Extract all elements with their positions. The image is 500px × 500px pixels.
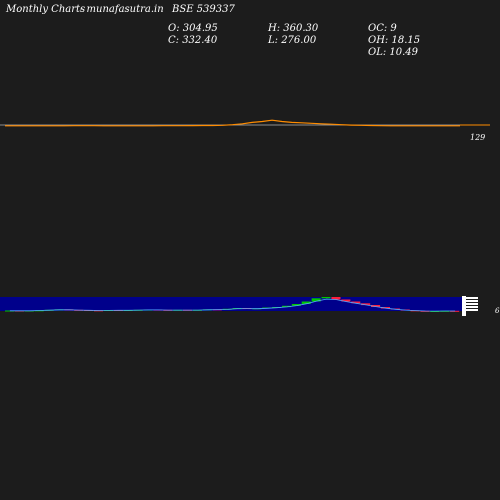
close-value: C: 332.40 — [168, 35, 218, 46]
candle — [430, 311, 440, 312]
volume-axis-tick — [466, 303, 478, 305]
candle — [291, 304, 301, 306]
volume-pane — [0, 296, 478, 316]
price-axis-label: 129 — [470, 133, 485, 142]
open-value: O: 304.95 — [168, 23, 218, 34]
volume-axis-tick — [466, 306, 478, 308]
volume-axis-tick — [466, 309, 478, 311]
candle — [371, 305, 381, 307]
volume-axis-tick — [466, 300, 478, 302]
volume-axis-tick — [466, 297, 478, 299]
oh-value: OH: 18.15 — [368, 35, 421, 46]
low-value: L: 276.00 — [268, 35, 317, 46]
candle — [351, 301, 361, 304]
site-name: - munafasutra.in — [80, 4, 164, 15]
symbol-label: BSE 539337 — [172, 4, 235, 15]
candle — [301, 301, 311, 304]
price-line — [5, 119, 460, 127]
candle — [341, 299, 351, 302]
site-label: Monthly Charts — [6, 4, 86, 15]
oc-value: OC: 9 — [368, 23, 397, 34]
candle — [282, 305, 292, 308]
candle — [5, 310, 15, 312]
candle — [331, 297, 341, 300]
candle — [321, 297, 331, 299]
ol-value: OL: 10.49 — [368, 47, 419, 58]
volume-axis-bar — [462, 296, 466, 316]
candle — [311, 298, 321, 302]
candle — [361, 303, 371, 306]
high-value: H: 360.30 — [268, 23, 319, 34]
moving-average-line — [9, 298, 456, 312]
volume-axis-label: 6 — [495, 307, 500, 315]
price-pane — [0, 119, 490, 127]
